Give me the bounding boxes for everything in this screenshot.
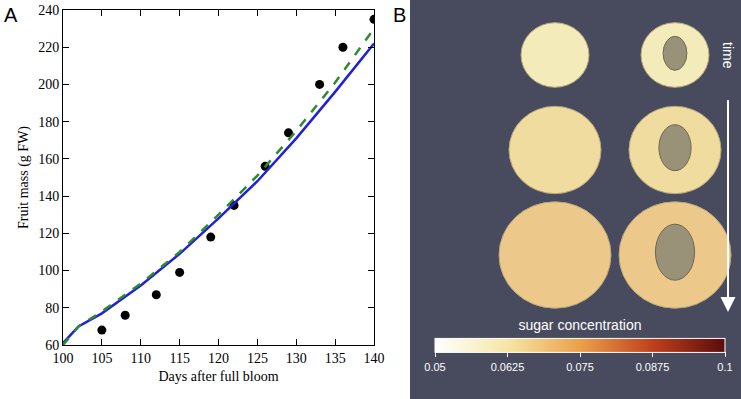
svg-text:240: 240 <box>38 3 59 18</box>
svg-text:time: time <box>720 42 736 69</box>
svg-text:0.0875: 0.0875 <box>636 361 670 373</box>
svg-text:120: 120 <box>208 351 229 366</box>
svg-text:0.1: 0.1 <box>717 361 732 373</box>
svg-text:Days after full bloom: Days after full bloom <box>158 369 278 384</box>
svg-text:80: 80 <box>45 301 59 316</box>
svg-text:140: 140 <box>38 189 59 204</box>
svg-text:105: 105 <box>91 351 112 366</box>
svg-text:115: 115 <box>169 351 189 366</box>
svg-text:180: 180 <box>38 115 59 130</box>
svg-text:0.05: 0.05 <box>424 361 445 373</box>
svg-text:110: 110 <box>131 351 151 366</box>
svg-text:60: 60 <box>45 338 59 353</box>
svg-text:B: B <box>393 4 406 26</box>
svg-text:130: 130 <box>286 351 307 366</box>
svg-text:200: 200 <box>38 77 59 92</box>
svg-text:A: A <box>4 4 18 26</box>
svg-text:100: 100 <box>53 351 74 366</box>
svg-text:0.075: 0.075 <box>566 361 594 373</box>
svg-text:100: 100 <box>38 263 59 278</box>
svg-text:sugar concentration: sugar concentration <box>519 317 642 333</box>
svg-text:0.0625: 0.0625 <box>491 361 525 373</box>
svg-text:Fruit mass (g FW): Fruit mass (g FW) <box>16 126 32 229</box>
svg-text:135: 135 <box>325 351 346 366</box>
svg-text:125: 125 <box>247 351 268 366</box>
svg-text:160: 160 <box>38 152 59 167</box>
svg-text:140: 140 <box>364 351 385 366</box>
svg-text:220: 220 <box>38 40 59 55</box>
svg-text:120: 120 <box>38 226 59 241</box>
